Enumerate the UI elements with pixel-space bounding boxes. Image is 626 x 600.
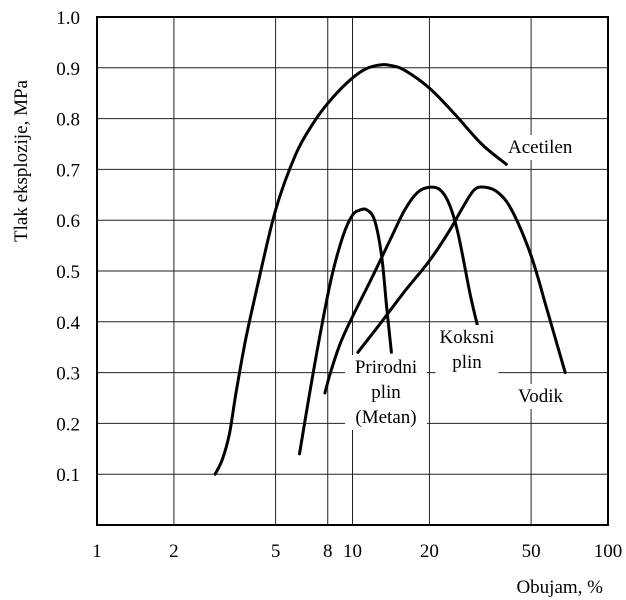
x-axis-title: Obujam, % (516, 577, 603, 598)
x-tick-label: 5 (271, 541, 281, 562)
x-tick-label: 1 (92, 541, 102, 562)
y-axis-title: Tlak eksplozije, MPa (11, 79, 32, 242)
y-tick-label: 0.9 (56, 59, 80, 80)
grid (97, 17, 608, 525)
y-tick-label: 0.7 (56, 160, 80, 181)
y-tick-label: 0.8 (56, 110, 80, 131)
y-tick-label: 0.2 (56, 414, 80, 435)
series-label-prirodni-plin-metan: (Metan) (355, 407, 416, 428)
y-tick-label: 1.0 (56, 8, 80, 29)
x-tick-label: 100 (594, 541, 623, 562)
x-tick-label: 8 (323, 541, 333, 562)
y-tick-label: 0.6 (56, 211, 80, 232)
series-label-vodik: Vodik (518, 386, 564, 407)
y-tick-label: 0.5 (56, 262, 80, 283)
series-label-acetilen: Acetilen (508, 137, 573, 158)
series-label-background (515, 384, 569, 409)
x-tick-label: 10 (343, 541, 362, 562)
series-line-vodik (356, 185, 567, 375)
series-label-koksni-plin: plin (452, 352, 482, 373)
y-tick-labels: 0.1 0.2 0.3 0.4 0.5 0.6 0.7 0.8 0.9 1.0 (56, 8, 80, 486)
series-line-acetilen (213, 63, 508, 476)
series-lines (213, 63, 567, 476)
series-label-koksni-plin: Koksni (440, 327, 495, 348)
plot-frame (96, 16, 609, 526)
series-labels: Acetilen Prirodni plin (Metan) Koksni plin Vod… (345, 135, 587, 430)
x-tick-labels: 1 2 5 8 10 20 50 100 (92, 541, 622, 562)
y-tick-label: 0.4 (56, 313, 80, 334)
series-label-prirodni-plin-metan: plin (371, 382, 401, 403)
series-label-background (505, 135, 587, 160)
x-tick-label: 50 (522, 541, 541, 562)
series-line-koksni-plin (323, 185, 484, 395)
x-tick-label: 2 (169, 541, 179, 562)
y-tick-label: 0.3 (56, 364, 80, 385)
x-tick-label: 20 (420, 541, 439, 562)
series-label-background (435, 325, 499, 375)
series-label-background (345, 355, 427, 430)
y-tick-label: 0.1 (56, 465, 80, 486)
series-label-prirodni-plin-metan: Prirodni (355, 357, 417, 378)
